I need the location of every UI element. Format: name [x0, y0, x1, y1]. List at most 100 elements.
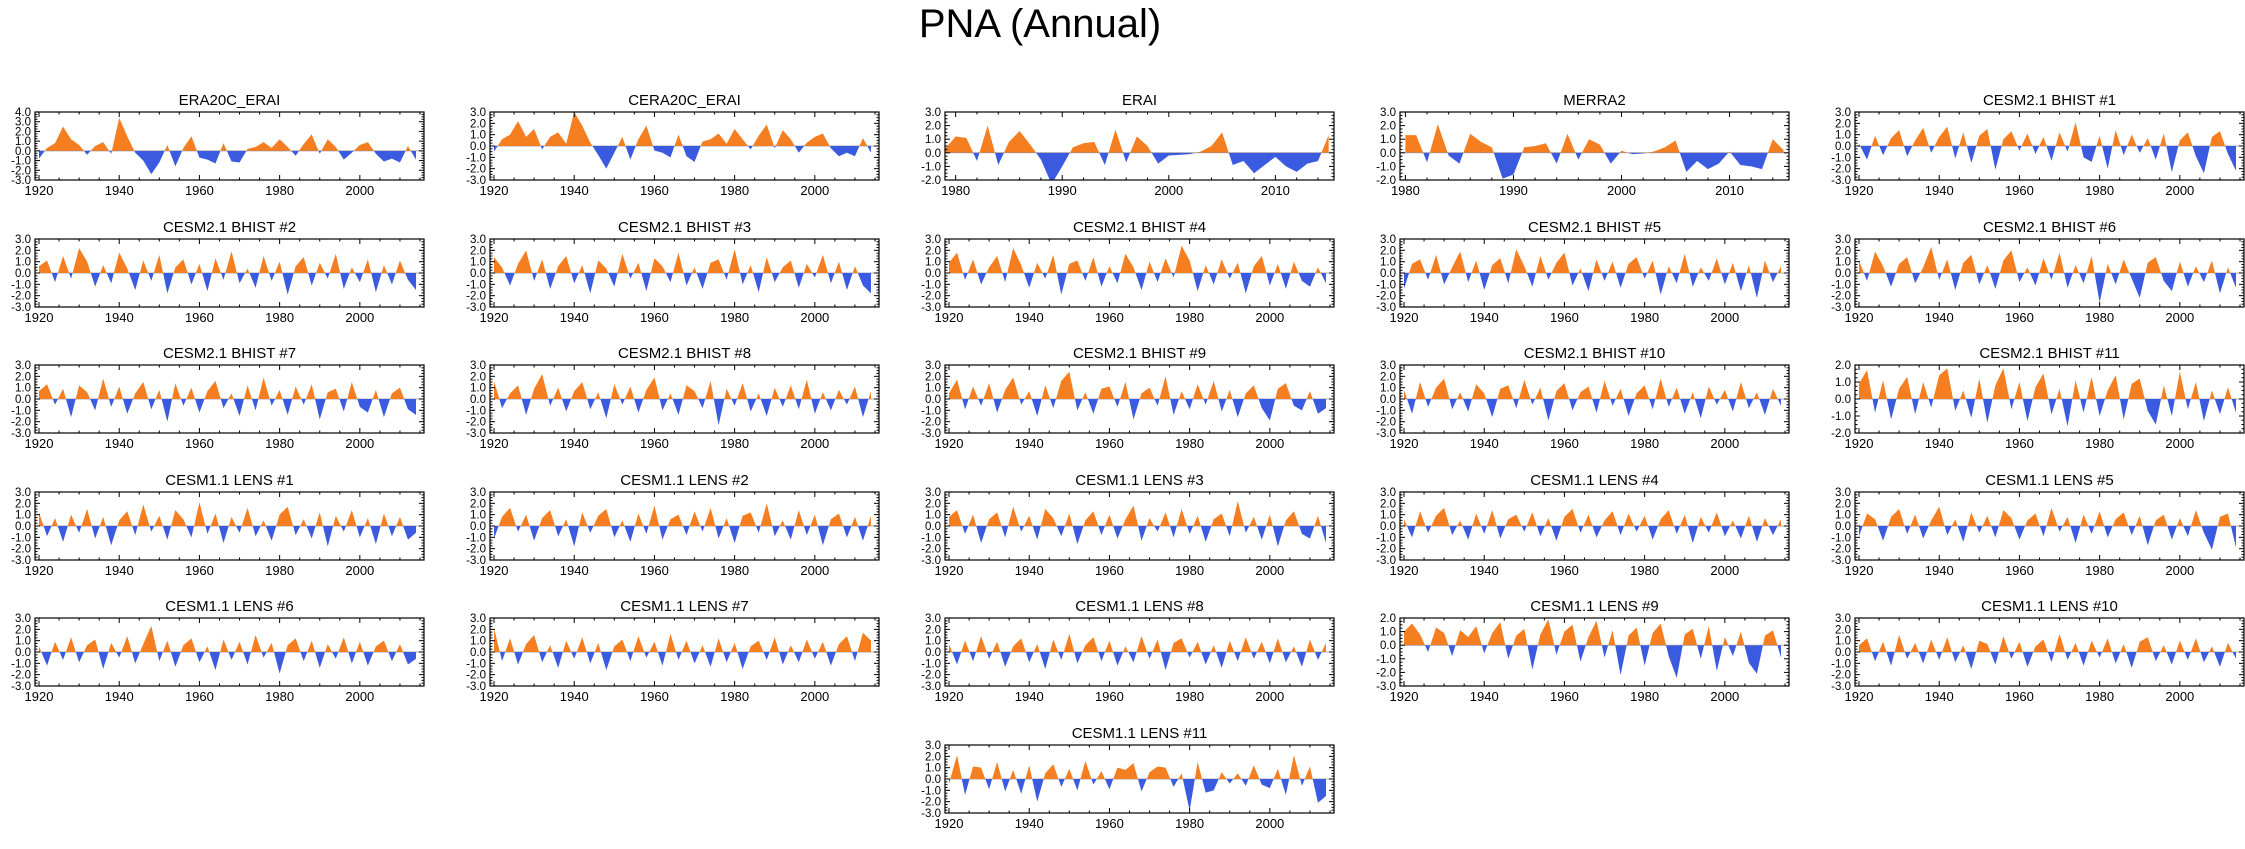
y-axis-tick-label: 3.0 [925, 613, 941, 625]
y-axis-tick-label: -1.0 [921, 658, 941, 670]
x-axis-tick-label: 1960 [640, 436, 669, 451]
y-axis-tick-label: -1.0 [11, 405, 31, 417]
y-axis-tick-label: 0.0 [1835, 141, 1851, 153]
x-axis-tick-label: 2000 [345, 436, 374, 451]
y-axis-tick-label: -3.0 [1376, 428, 1396, 440]
y-axis-tick-label: -3.0 [921, 302, 941, 314]
y-axis-tick-label: 0.0 [1380, 640, 1396, 652]
x-axis-tick-label: 1920 [935, 816, 964, 831]
x-axis-tick-label: 1940 [560, 183, 589, 198]
negative-anomaly-area [494, 399, 871, 426]
y-axis-tick-label: 0.0 [15, 394, 31, 406]
y-axis-tick-label: 1.0 [470, 510, 486, 522]
x-axis-tick-label: 2000 [1710, 689, 1739, 704]
y-axis-tick-label: 3.0 [470, 613, 486, 625]
subplot-cesm2-1-bhist-9: CESM2.1 BHIST #9 -3.0 -2.0 -1.0 0.0 1.0 2.0 3.0… [910, 345, 1335, 457]
x-axis-tick-label: 2000 [1255, 563, 1284, 578]
negative-anomaly-area [1404, 399, 1781, 421]
x-axis-tick-label: 1940 [105, 563, 134, 578]
x-axis-tick-label: 1920 [1845, 310, 1874, 325]
negative-anomaly-area [1424, 645, 1781, 678]
subplot-title: CESM2.1 BHIST #5 [1528, 219, 1661, 236]
x-axis-tick-label: 1940 [1925, 563, 1954, 578]
positive-anomaly-area [1405, 124, 1784, 153]
subplot-title: CESM1.1 LENS #9 [1530, 598, 1658, 615]
x-axis-tick-label: 1960 [185, 183, 214, 198]
x-axis-tick-label: 1960 [185, 310, 214, 325]
subplot-title: CESM1.1 LENS #7 [620, 598, 748, 615]
x-axis-tick-label: 1980 [1630, 689, 1659, 704]
subplot-cesm2-1-bhist-10: CESM2.1 BHIST #10 -3.0 -2.0 -1.0 0.0 1.0 2.0 3.… [1365, 345, 1790, 457]
subplot-erai: ERAI -2.0 -1.0 0.0 1.0 2.0 3.0 1980 1990 2000 2010 [910, 92, 1335, 204]
y-axis-tick-label: 2.0 [925, 371, 941, 383]
positive-anomaly-area [494, 503, 871, 526]
x-axis-tick-label: 1960 [185, 436, 214, 451]
y-axis-tick-label: -2.0 [1831, 164, 1851, 176]
y-axis-tick-label: 0.0 [470, 141, 486, 153]
x-axis-tick-label: 1940 [105, 310, 134, 325]
subplot-title: CESM2.1 BHIST #9 [1073, 345, 1206, 362]
y-axis-tick-label: 1.0 [925, 636, 941, 648]
subplot-title: CESM1.1 LENS #4 [1530, 472, 1658, 489]
subplot-cesm1-1-lens-8: CESM1.1 LENS #8 -3.0 -2.0 -1.0 0.0 1.0 2.0 3.0 1… [910, 598, 1335, 710]
y-axis-tick-label: -2.0 [921, 544, 941, 556]
x-axis-tick-label: 1920 [935, 436, 964, 451]
x-axis-tick-label: 1940 [1015, 310, 1044, 325]
x-axis-tick-label: 1920 [935, 563, 964, 578]
y-axis-tick-label: -2.0 [11, 670, 31, 682]
subplot-title: CESM2.1 BHIST #3 [618, 219, 751, 236]
y-axis-tick-label: 3.0 [1380, 107, 1396, 119]
x-axis-tick-label: 1940 [1015, 816, 1044, 831]
y-axis-tick-label: 3.0 [470, 234, 486, 246]
y-axis-tick-label: -1.0 [1376, 279, 1396, 291]
y-axis-tick-label: 2.0 [925, 498, 941, 510]
y-axis-tick-label: 0.0 [470, 268, 486, 280]
y-axis-tick-label: -2.0 [1376, 417, 1396, 429]
subplot-cesm1-1-lens-10: CESM1.1 LENS #10 -3.0 -2.0 -1.0 0.0 1.0 2.0 3.0… [1820, 598, 2245, 710]
y-axis-tick-label: 3.0 [925, 107, 941, 119]
x-axis-tick-label: 1940 [1015, 563, 1044, 578]
subplot-title: CESM2.1 BHIST #4 [1073, 219, 1206, 236]
subplot-cesm1-1-lens-7: CESM1.1 LENS #7 -3.0 -2.0 -1.0 0.0 1.0 2.0 3.0 1… [455, 598, 880, 710]
subplot-title: CESM1.1 LENS #5 [1985, 472, 2113, 489]
y-axis-tick-label: -2.0 [11, 544, 31, 556]
y-axis-tick-label: -1.0 [921, 785, 941, 797]
y-axis-tick-label: 1.0 [1835, 510, 1851, 522]
y-axis-tick-label: 1.0 [1380, 510, 1396, 522]
y-axis-tick-label: -2.0 [1831, 428, 1851, 440]
x-axis-tick-label: 2000 [1607, 183, 1636, 198]
y-axis-tick-label: 3.0 [15, 234, 31, 246]
positive-anomaly-area [494, 112, 871, 146]
y-axis-tick-label: 3.0 [470, 360, 486, 372]
y-axis-tick-label: 2.0 [470, 498, 486, 510]
y-axis-tick-label: 2.0 [15, 498, 31, 510]
subplot-title: CESM2.1 BHIST #1 [1983, 92, 2116, 109]
x-axis-tick-label: 1980 [2085, 436, 2114, 451]
y-axis-tick-label: 3.0 [15, 613, 31, 625]
negative-anomaly-area [39, 526, 416, 547]
subplot-title: ERA20C_ERAI [179, 92, 281, 109]
subplot-title: CESM1.1 LENS #8 [1075, 598, 1203, 615]
x-axis-tick-label: 1940 [105, 183, 134, 198]
y-axis-tick-label: 0.0 [1380, 521, 1396, 533]
x-axis-tick-label: 1940 [1470, 310, 1499, 325]
x-axis-tick-label: 1960 [1095, 563, 1124, 578]
y-axis-tick-label: -2.0 [1376, 291, 1396, 303]
x-axis-tick-label: 1960 [2005, 689, 2034, 704]
subplot-title: CERA20C_ERAI [628, 92, 741, 109]
subplot-title: CESM2.1 BHIST #2 [163, 219, 296, 236]
x-axis-tick-label: 1980 [1391, 183, 1420, 198]
subplot-title: CESM1.1 LENS #3 [1075, 472, 1203, 489]
y-axis-tick-label: 1.0 [1835, 636, 1851, 648]
x-axis-tick-label: 1980 [2085, 689, 2114, 704]
y-axis-tick-label: 0.0 [925, 148, 941, 160]
x-axis-tick-label: 1920 [25, 310, 54, 325]
x-axis-tick-label: 2000 [1710, 436, 1739, 451]
x-axis-tick-label: 1920 [1390, 689, 1419, 704]
y-axis-tick-label: 1.0 [470, 636, 486, 648]
positive-anomaly-area [1404, 378, 1781, 399]
positive-anomaly-area [949, 501, 1326, 526]
y-axis-tick-label: 0.0 [15, 268, 31, 280]
x-axis-tick-label: 1980 [1175, 563, 1204, 578]
